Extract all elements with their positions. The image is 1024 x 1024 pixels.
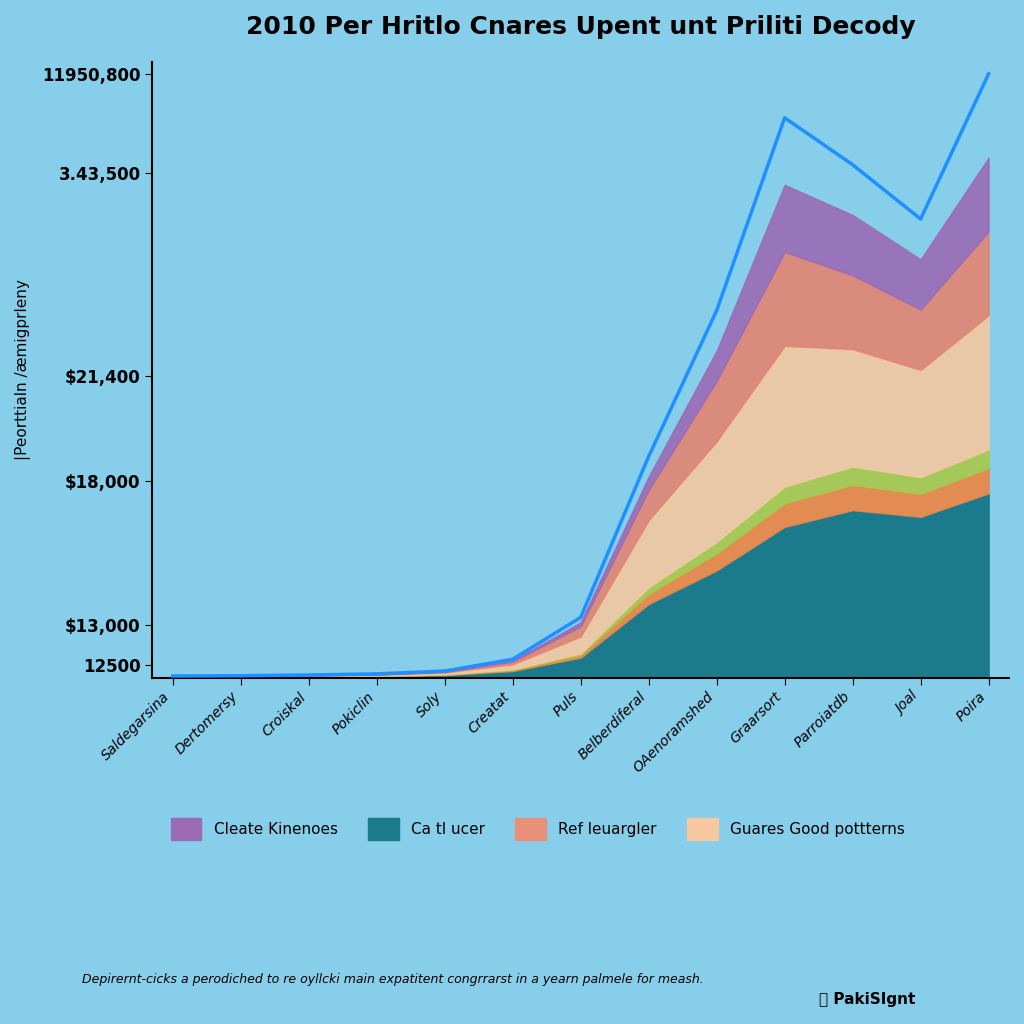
- Y-axis label: |Peorttialn /æmigprleny: |Peorttialn /æmigprleny: [15, 280, 31, 460]
- Title: 2010 Per Hritlo Cnares Upent unt Priliti Decody: 2010 Per Hritlo Cnares Upent unt Priliti…: [246, 15, 915, 39]
- Legend: Cleate Kinenoes, Ca tl ucer, Ref leuargler, Guares Good pottterns: Cleate Kinenoes, Ca tl ucer, Ref leuargl…: [156, 803, 921, 855]
- Text: Ⓟ PakiSIgnt: Ⓟ PakiSIgnt: [819, 991, 915, 1007]
- Text: Depirernt-cicks a perodiched to re oyllcki main expatitent congrrarst in a yearn: Depirernt-cicks a perodiched to re oyllc…: [82, 973, 703, 986]
